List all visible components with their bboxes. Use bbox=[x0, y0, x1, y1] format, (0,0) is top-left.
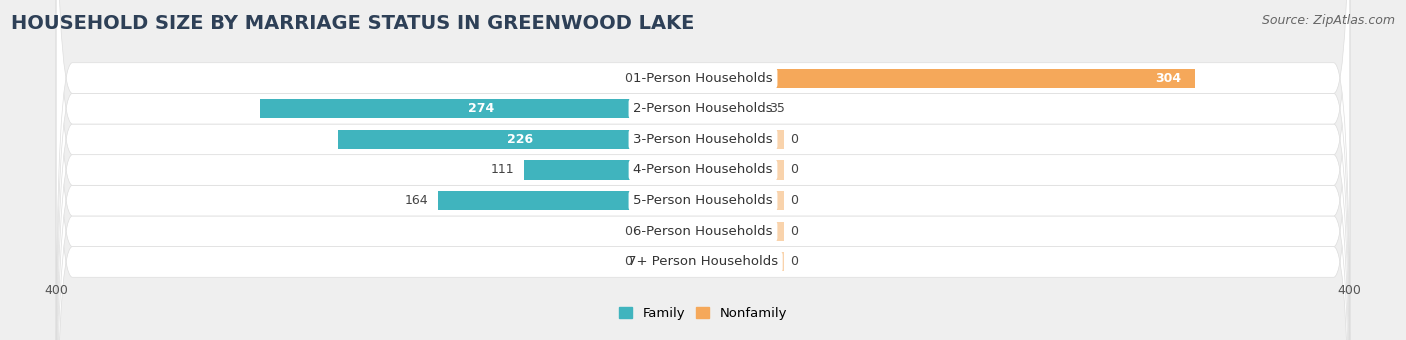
Bar bbox=[523, 160, 703, 180]
Bar bbox=[638, 252, 703, 271]
Text: 0: 0 bbox=[790, 225, 799, 238]
Bar bbox=[703, 222, 785, 241]
Bar bbox=[703, 191, 785, 210]
Text: 0: 0 bbox=[790, 194, 799, 207]
Text: 3-Person Households: 3-Person Households bbox=[633, 133, 773, 146]
FancyBboxPatch shape bbox=[56, 0, 1350, 340]
Text: 226: 226 bbox=[508, 133, 533, 146]
Bar bbox=[703, 99, 759, 118]
Text: 0: 0 bbox=[790, 255, 799, 269]
Bar bbox=[437, 191, 703, 210]
Text: Source: ZipAtlas.com: Source: ZipAtlas.com bbox=[1261, 14, 1395, 27]
FancyBboxPatch shape bbox=[56, 0, 1350, 340]
Text: 0: 0 bbox=[624, 255, 631, 269]
Text: 0: 0 bbox=[790, 164, 799, 176]
Text: 4-Person Households: 4-Person Households bbox=[633, 164, 773, 176]
Bar bbox=[703, 130, 785, 149]
FancyBboxPatch shape bbox=[56, 0, 1350, 340]
Text: 1-Person Households: 1-Person Households bbox=[633, 71, 773, 85]
Bar bbox=[703, 160, 785, 180]
Legend: Family, Nonfamily: Family, Nonfamily bbox=[619, 307, 787, 320]
Bar bbox=[337, 130, 703, 149]
Text: 274: 274 bbox=[468, 102, 495, 115]
Text: 35: 35 bbox=[769, 102, 785, 115]
Bar bbox=[638, 69, 703, 88]
FancyBboxPatch shape bbox=[56, 0, 1350, 340]
Text: 164: 164 bbox=[405, 194, 429, 207]
Text: 6-Person Households: 6-Person Households bbox=[633, 225, 773, 238]
Bar bbox=[260, 99, 703, 118]
Bar bbox=[703, 69, 1195, 88]
Text: 0: 0 bbox=[624, 225, 631, 238]
Text: 111: 111 bbox=[491, 164, 513, 176]
Text: 0: 0 bbox=[790, 133, 799, 146]
FancyBboxPatch shape bbox=[56, 0, 1350, 340]
Text: 2-Person Households: 2-Person Households bbox=[633, 102, 773, 115]
Text: 0: 0 bbox=[624, 71, 631, 85]
Text: 304: 304 bbox=[1156, 71, 1181, 85]
Text: 7+ Person Households: 7+ Person Households bbox=[628, 255, 778, 269]
FancyBboxPatch shape bbox=[56, 0, 1350, 340]
Text: HOUSEHOLD SIZE BY MARRIAGE STATUS IN GREENWOOD LAKE: HOUSEHOLD SIZE BY MARRIAGE STATUS IN GRE… bbox=[11, 14, 695, 33]
Text: 5-Person Households: 5-Person Households bbox=[633, 194, 773, 207]
Bar bbox=[638, 222, 703, 241]
Bar bbox=[703, 252, 785, 271]
FancyBboxPatch shape bbox=[56, 0, 1350, 340]
